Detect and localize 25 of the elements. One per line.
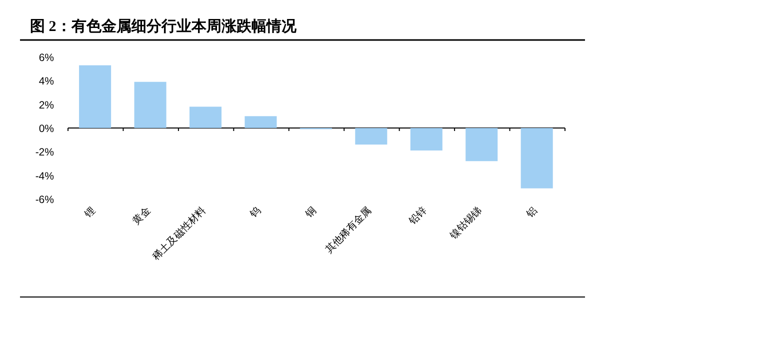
- x-tick-label: 稀土及磁性材料: [150, 204, 208, 263]
- y-tick-label: -2%: [35, 146, 54, 159]
- y-tick-label: 2%: [38, 99, 54, 112]
- y-tick-label: 0%: [38, 123, 54, 135]
- x-tick-label: 镍钴锡锑: [446, 204, 484, 242]
- bar: [244, 116, 277, 128]
- bar: [466, 128, 498, 162]
- bar: [355, 128, 388, 145]
- x-tick-label: 黄金: [130, 204, 153, 228]
- bar: [79, 65, 112, 128]
- bar: [189, 106, 222, 128]
- y-tick-label: -4%: [35, 170, 54, 182]
- x-tick-label: 铅锌: [406, 204, 430, 228]
- y-tick-label: -6%: [35, 194, 54, 206]
- bar: [520, 128, 553, 188]
- chart-title: 图 2：有色金属细分行业本周涨跌幅情况: [30, 18, 298, 35]
- bar: [410, 128, 442, 150]
- x-tick-label: 其他稀有金属: [322, 204, 374, 256]
- x-tick-label: 锂: [82, 205, 98, 221]
- y-tick-label: 6%: [38, 52, 54, 64]
- x-tick-label: 铝: [524, 205, 540, 221]
- y-tick-label: 4%: [38, 76, 54, 88]
- x-tick-label: 钨: [248, 205, 264, 221]
- bar: [134, 82, 166, 128]
- x-tick-label: 铜: [303, 205, 319, 221]
